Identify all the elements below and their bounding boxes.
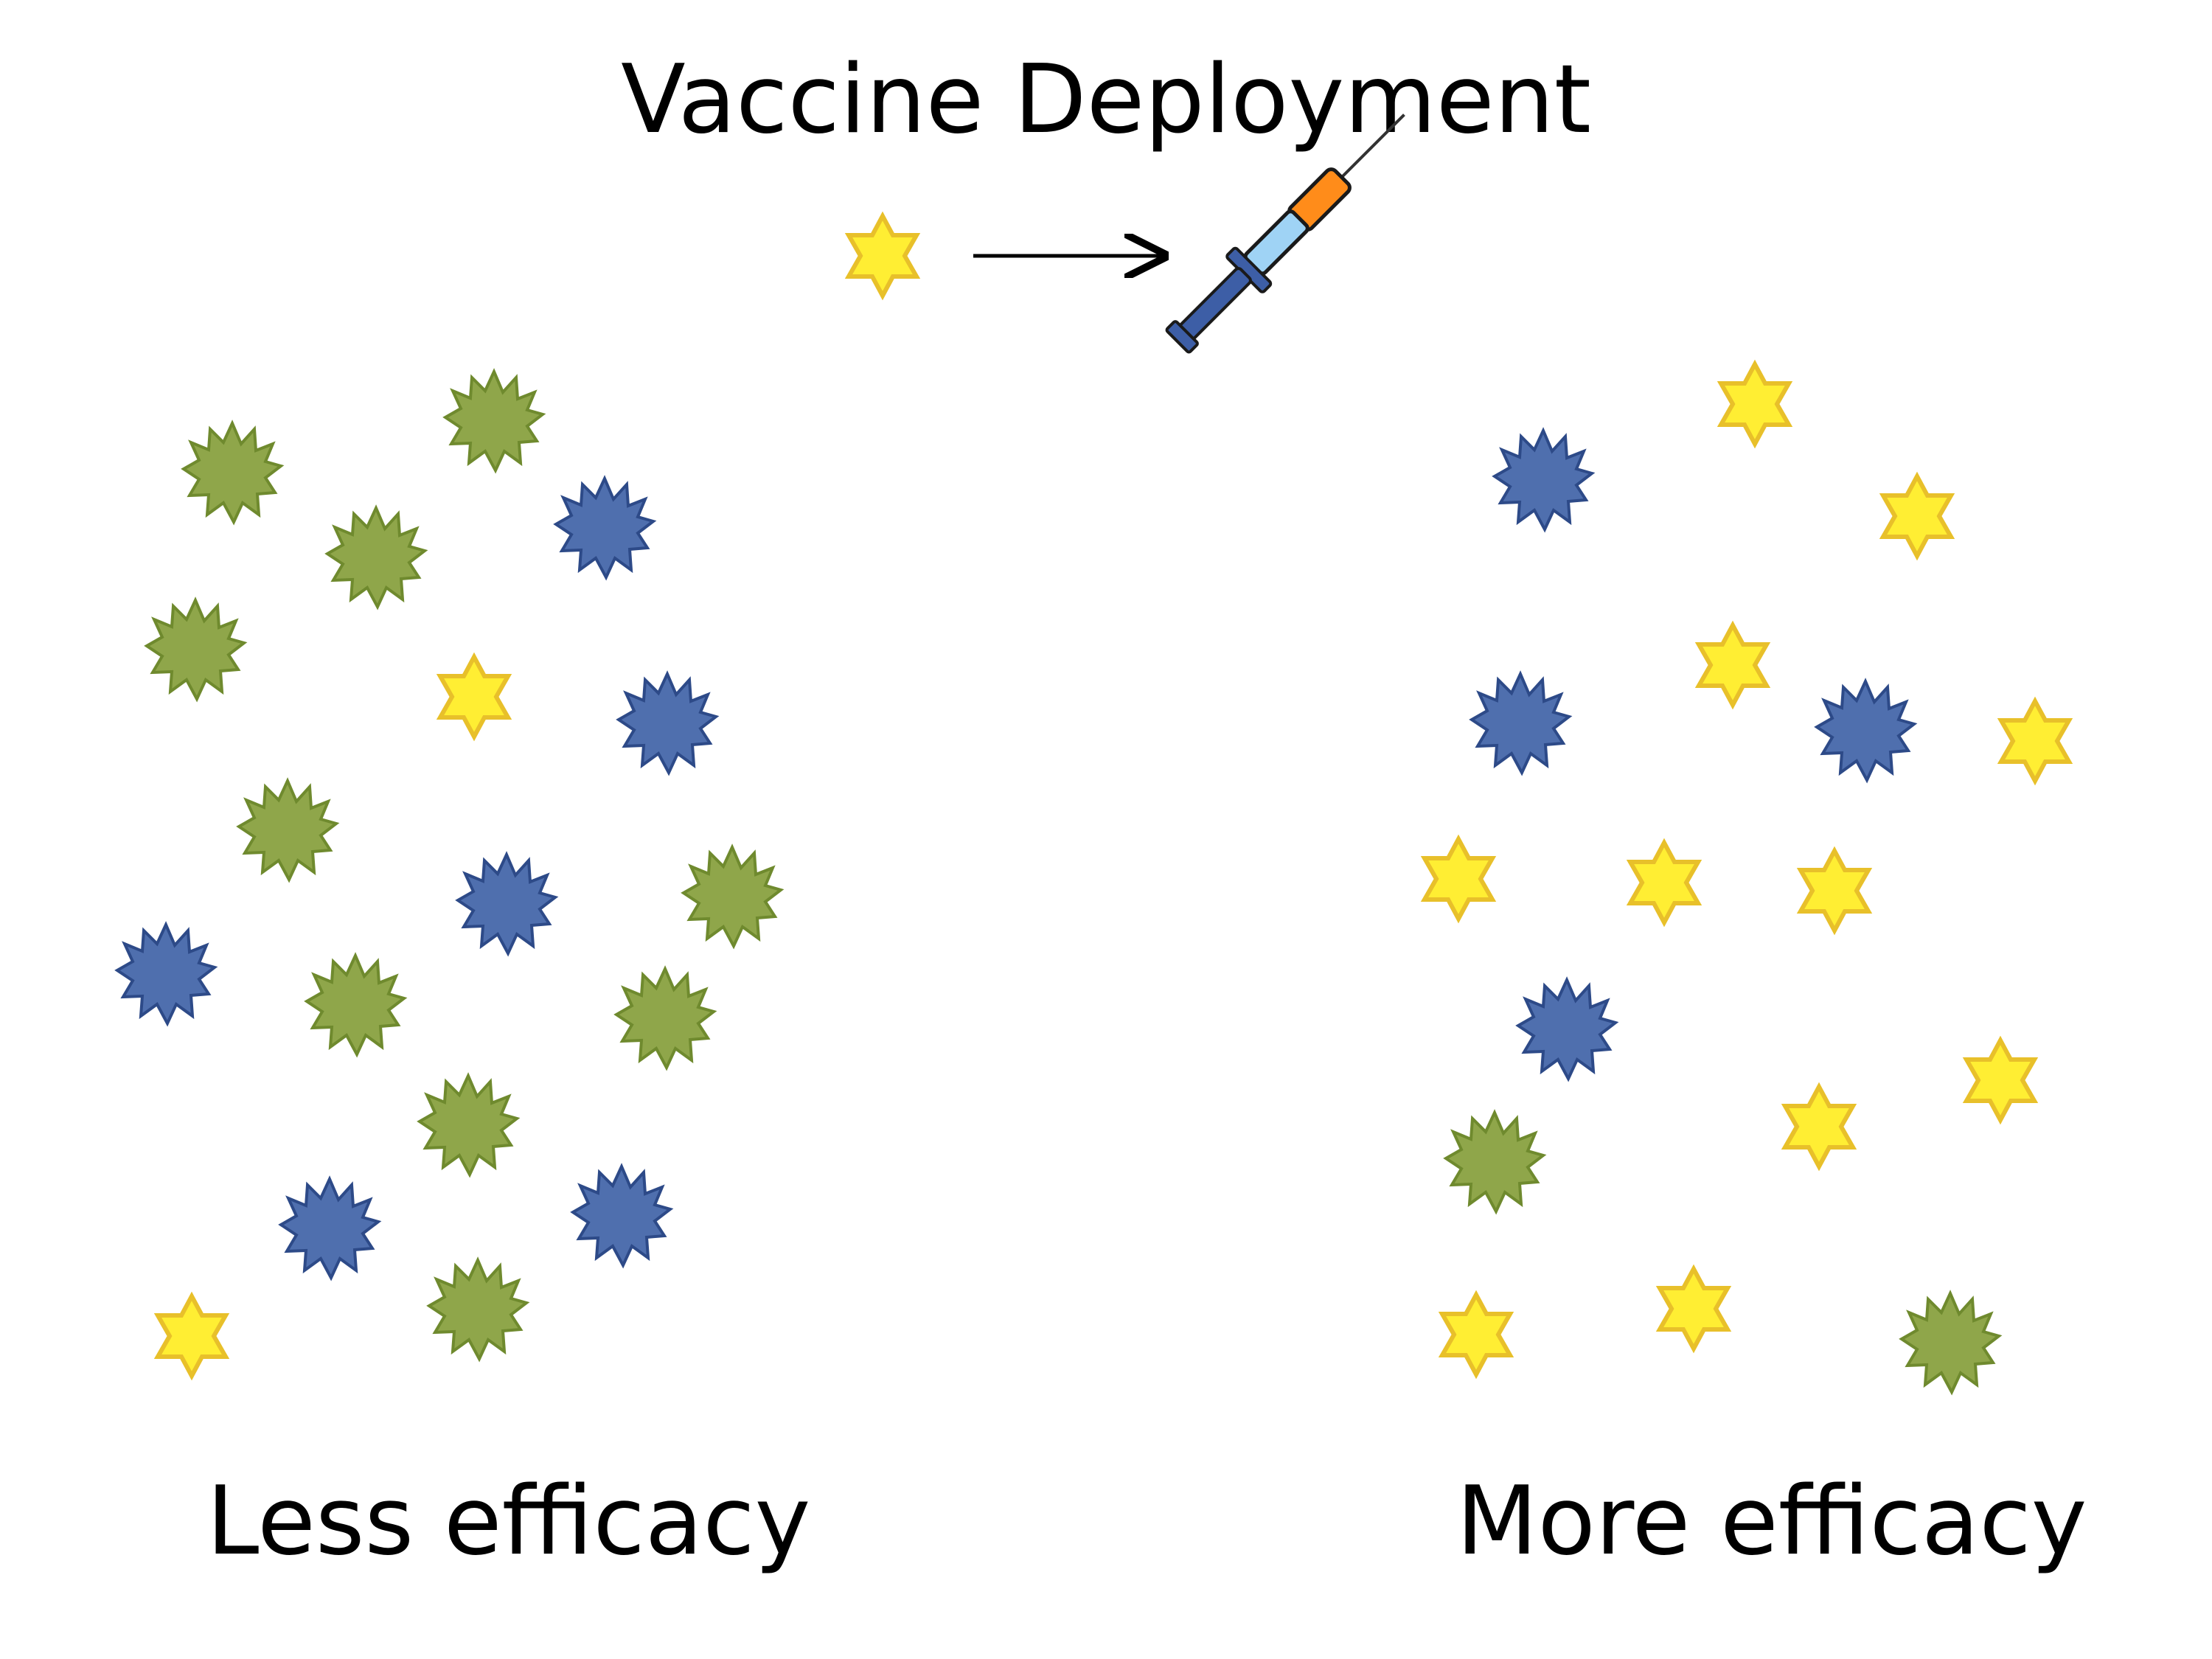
green-virus-icon <box>305 954 406 1056</box>
yellow-star-icon <box>1660 1269 1728 1349</box>
blue-virus-icon <box>1517 978 1617 1080</box>
more-efficacy-label: More efficacy <box>1456 1467 2087 1576</box>
blue-virus-icon <box>1470 672 1571 774</box>
yellow-star-icon <box>1966 1040 2034 1120</box>
green-virus-icon <box>326 507 426 608</box>
diagram-title: Vaccine Deployment <box>621 45 1591 155</box>
green-virus-icon <box>418 1074 518 1176</box>
yellow-star-icon <box>849 216 917 296</box>
green-virus-icon <box>1900 1292 2000 1394</box>
yellow-star-icon <box>158 1296 226 1376</box>
blue-virus-icon <box>1815 680 1916 782</box>
blue-virus-icon <box>617 672 717 774</box>
green-virus-icon <box>615 967 715 1069</box>
blue-virus-icon <box>1493 429 1593 531</box>
green-virus-icon <box>1444 1111 1545 1213</box>
left-population <box>116 370 782 1376</box>
yellow-star-icon <box>1801 851 1868 931</box>
yellow-star-icon <box>1425 839 1492 919</box>
blue-virus-icon <box>456 853 557 955</box>
green-virus-icon <box>444 370 544 472</box>
right-population <box>1425 364 2069 1394</box>
less-efficacy-label: Less efficacy <box>206 1467 811 1576</box>
green-virus-icon <box>182 422 282 524</box>
yellow-star-icon <box>440 657 508 737</box>
yellow-star-icon <box>1442 1295 1510 1374</box>
blue-virus-icon <box>279 1178 380 1279</box>
blue-virus-icon <box>554 477 655 579</box>
green-virus-icon <box>428 1259 528 1360</box>
green-virus-icon <box>682 846 782 947</box>
yellow-star-icon <box>1785 1087 1853 1166</box>
green-virus-icon <box>145 599 246 700</box>
green-virus-icon <box>237 779 338 881</box>
yellow-star-icon <box>1721 364 1789 444</box>
yellow-star-icon <box>1630 843 1698 922</box>
blue-virus-icon <box>571 1165 672 1267</box>
syringe-icon <box>1165 114 1405 354</box>
yellow-star-icon <box>1699 625 1767 705</box>
yellow-star-icon <box>2001 701 2069 781</box>
yellow-star-icon <box>1883 476 1951 556</box>
blue-virus-icon <box>116 923 216 1025</box>
